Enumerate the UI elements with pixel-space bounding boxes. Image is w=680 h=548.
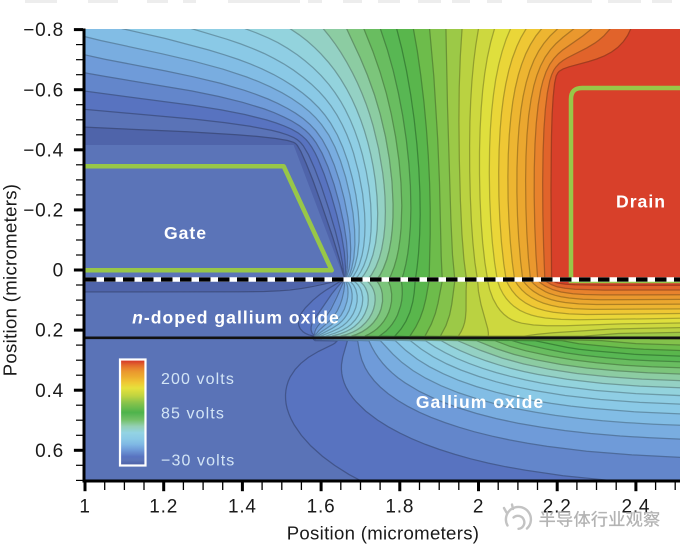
svg-text:Drain: Drain (616, 191, 666, 211)
svg-text:−0.8: −0.8 (23, 20, 64, 41)
svg-text:2.4: 2.4 (621, 496, 650, 517)
svg-text:Position (micrometers): Position (micrometers) (0, 184, 21, 377)
svg-text:−0.6: −0.6 (23, 80, 64, 101)
svg-text:85 volts: 85 volts (161, 405, 225, 422)
svg-text:1: 1 (79, 496, 90, 517)
svg-text:0.6: 0.6 (35, 441, 64, 462)
svg-text:200 volts: 200 volts (161, 371, 235, 388)
svg-text:−0.4: −0.4 (23, 140, 64, 161)
svg-text:1.2: 1.2 (149, 496, 178, 517)
svg-text:n-doped gallium oxide: n-doped gallium oxide (132, 307, 340, 327)
svg-text:Position (micrometers): Position (micrometers) (287, 523, 480, 544)
svg-text:Gallium oxide: Gallium oxide (416, 392, 544, 412)
svg-text:0.4: 0.4 (35, 381, 64, 402)
svg-text:0: 0 (53, 261, 64, 282)
svg-text:1.8: 1.8 (385, 496, 414, 517)
svg-text:1.6: 1.6 (307, 496, 336, 517)
svg-text:0.2: 0.2 (35, 321, 64, 342)
svg-text:−0.2: −0.2 (23, 201, 64, 222)
svg-text:Gate: Gate (164, 223, 207, 243)
svg-text:2: 2 (473, 496, 484, 517)
svg-text:−30 volts: −30 volts (161, 452, 235, 469)
svg-text:1.4: 1.4 (228, 496, 257, 517)
